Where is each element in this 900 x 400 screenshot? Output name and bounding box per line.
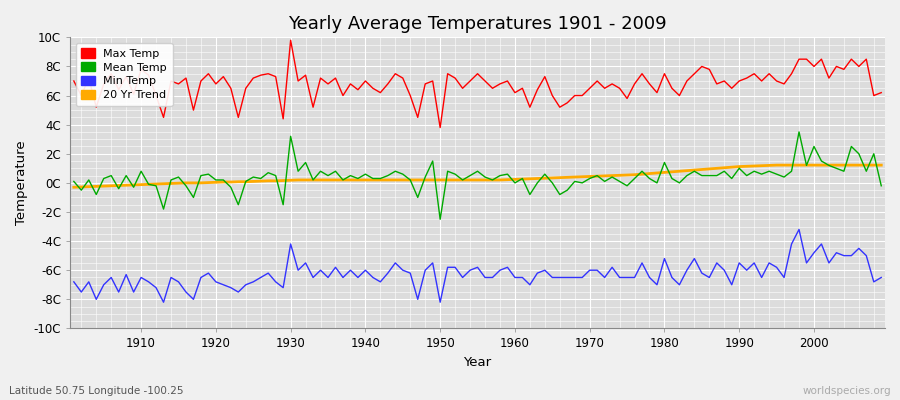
Text: worldspecies.org: worldspecies.org <box>803 386 891 396</box>
Legend: Max Temp, Mean Temp, Min Temp, 20 Yr Trend: Max Temp, Mean Temp, Min Temp, 20 Yr Tre… <box>76 43 173 106</box>
Text: Latitude 50.75 Longitude -100.25: Latitude 50.75 Longitude -100.25 <box>9 386 184 396</box>
X-axis label: Year: Year <box>464 356 491 369</box>
Title: Yearly Average Temperatures 1901 - 2009: Yearly Average Temperatures 1901 - 2009 <box>288 15 667 33</box>
Y-axis label: Temperature: Temperature <box>15 140 28 225</box>
